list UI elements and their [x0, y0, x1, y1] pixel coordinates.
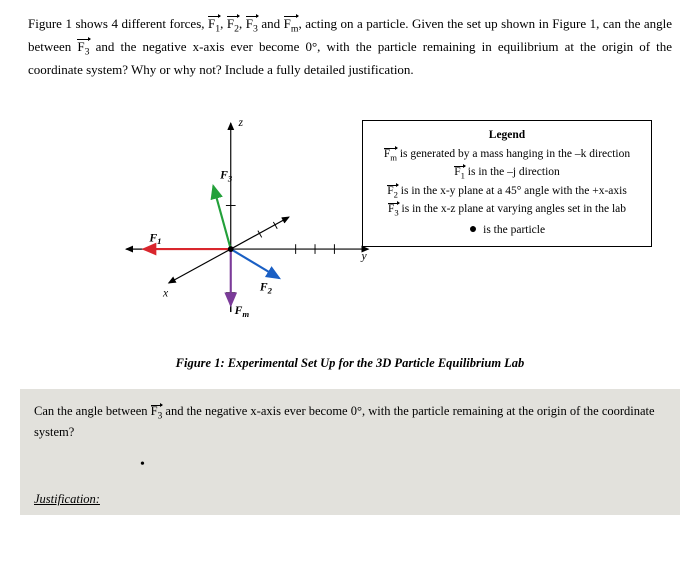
f1-label: F1	[148, 231, 161, 246]
axis-x-label: x	[162, 286, 169, 299]
figure-caption: Figure 1: Experimental Set Up for the 3D…	[28, 356, 672, 371]
legend-line-particle: ● is the particle	[371, 219, 643, 240]
vector-F3: F3	[246, 14, 258, 37]
intro-paragraph: Figure 1 shows 4 different forces, F1, F…	[28, 14, 672, 80]
figure-area: z y x F1 F2 F3 Fm Legend Fm is generated…	[28, 90, 672, 350]
legend-line-f2: F2 is in the x-y plane at a 45° angle wi…	[371, 183, 643, 201]
axis-z-label: z	[238, 116, 244, 129]
vector-Fm: Fm	[284, 14, 299, 37]
legend-line-f1: F1 is in the –j direction	[371, 164, 643, 182]
bullet-dot: •	[140, 457, 145, 473]
vector-F2: F2	[227, 14, 239, 37]
axis-y-label: y	[361, 250, 368, 263]
justification-label: Justification:	[34, 492, 100, 507]
vector-F3-b: F3	[77, 37, 89, 60]
legend-box: Legend Fm is generated by a mass hanging…	[362, 120, 652, 247]
question-box: Can the angle between F3 and the negativ…	[20, 389, 680, 515]
vector-F1: F1	[208, 14, 220, 37]
f2-label: F2	[259, 281, 273, 296]
legend-title: Legend	[371, 127, 643, 144]
vector-F3-q: F3	[151, 403, 163, 424]
page: Figure 1 shows 4 different forces, F1, F…	[0, 0, 700, 515]
force-diagram: z y x F1 F2 F3 Fm	[68, 90, 378, 350]
legend-line-fm: Fm is generated by a mass hanging in the…	[371, 146, 643, 164]
fm-label: Fm	[234, 304, 250, 319]
legend-line-f3: F3 is in the x-z plane at varying angles…	[371, 201, 643, 219]
intro-prefix: Figure 1 shows 4 different forces,	[28, 16, 208, 31]
question-text: Can the angle between F3 and the negativ…	[34, 403, 666, 441]
